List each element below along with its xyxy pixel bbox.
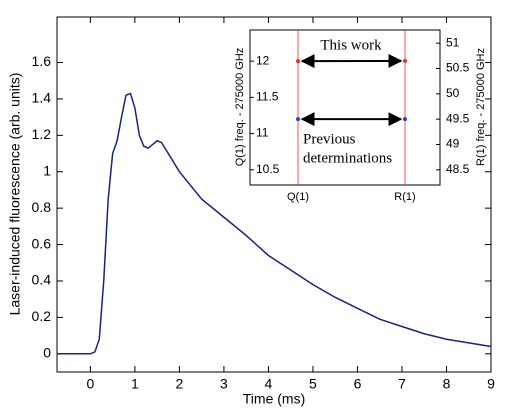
data-line [57,92,492,355]
y-tick-label: 11 [256,126,269,140]
x-tick-label: 9 [487,376,495,392]
y2-tick-label: 49.5 [446,111,470,125]
x-tick-label: 1 [131,376,139,392]
y2-tick-label: 51 [446,35,460,49]
annotation: determinations [303,150,392,166]
y-tick-label: 1.6 [32,53,52,69]
x-tick-label: 7 [398,376,406,392]
data-point [296,117,300,122]
y-tick-label: 0 [43,344,51,360]
x-tick-label: 0 [86,376,94,392]
y-tick-label: 0.2 [32,308,52,324]
y-tick-label: 0.6 [32,235,52,251]
y-tick-label: 1 [43,162,51,178]
y-tick-label: 11.5 [256,90,279,104]
y2-tick-label: 50 [446,86,460,100]
annotation: This work [320,37,382,53]
annotation: Previous [303,131,356,147]
x-tick-label: Q(1) [287,191,309,203]
x-tick-label: 4 [265,376,273,392]
y-axis-label: Laser-induced fluorescence (arb. units) [7,73,23,316]
y2-tick-label: 48.5 [446,162,470,176]
inset: Q(1) freq. - 275000 GHz R(1) freq. - 275… [234,29,487,203]
y-tick-label: 1.2 [32,126,52,142]
data-point [403,117,407,122]
inset-y-label: Q(1) freq. - 275000 GHz [234,48,246,167]
inset-y2-label: R(1) freq. - 275000 GHz [475,48,487,166]
y-tick-label: 0.8 [32,199,52,215]
y-tick-label: 0.4 [32,272,52,288]
y-tick-label: 1.4 [32,90,52,106]
data-point [296,59,300,64]
plot-frame [56,16,492,373]
x-tick-label: R(1) [394,191,415,203]
y-tick-label: 12 [256,53,270,67]
y2-tick-label: 49 [446,137,460,151]
data-point [403,58,407,63]
x-tick-label: 6 [354,376,362,392]
y2-tick-label: 50.5 [446,61,470,75]
x-axis-label: Time (ms) [243,391,305,407]
y-tick-label: 10.5 [256,162,280,176]
x-tick-label: 8 [443,376,451,392]
x-tick-label: 3 [220,376,228,392]
x-tick-label: 5 [309,376,317,392]
x-tick-label: 2 [176,376,184,392]
